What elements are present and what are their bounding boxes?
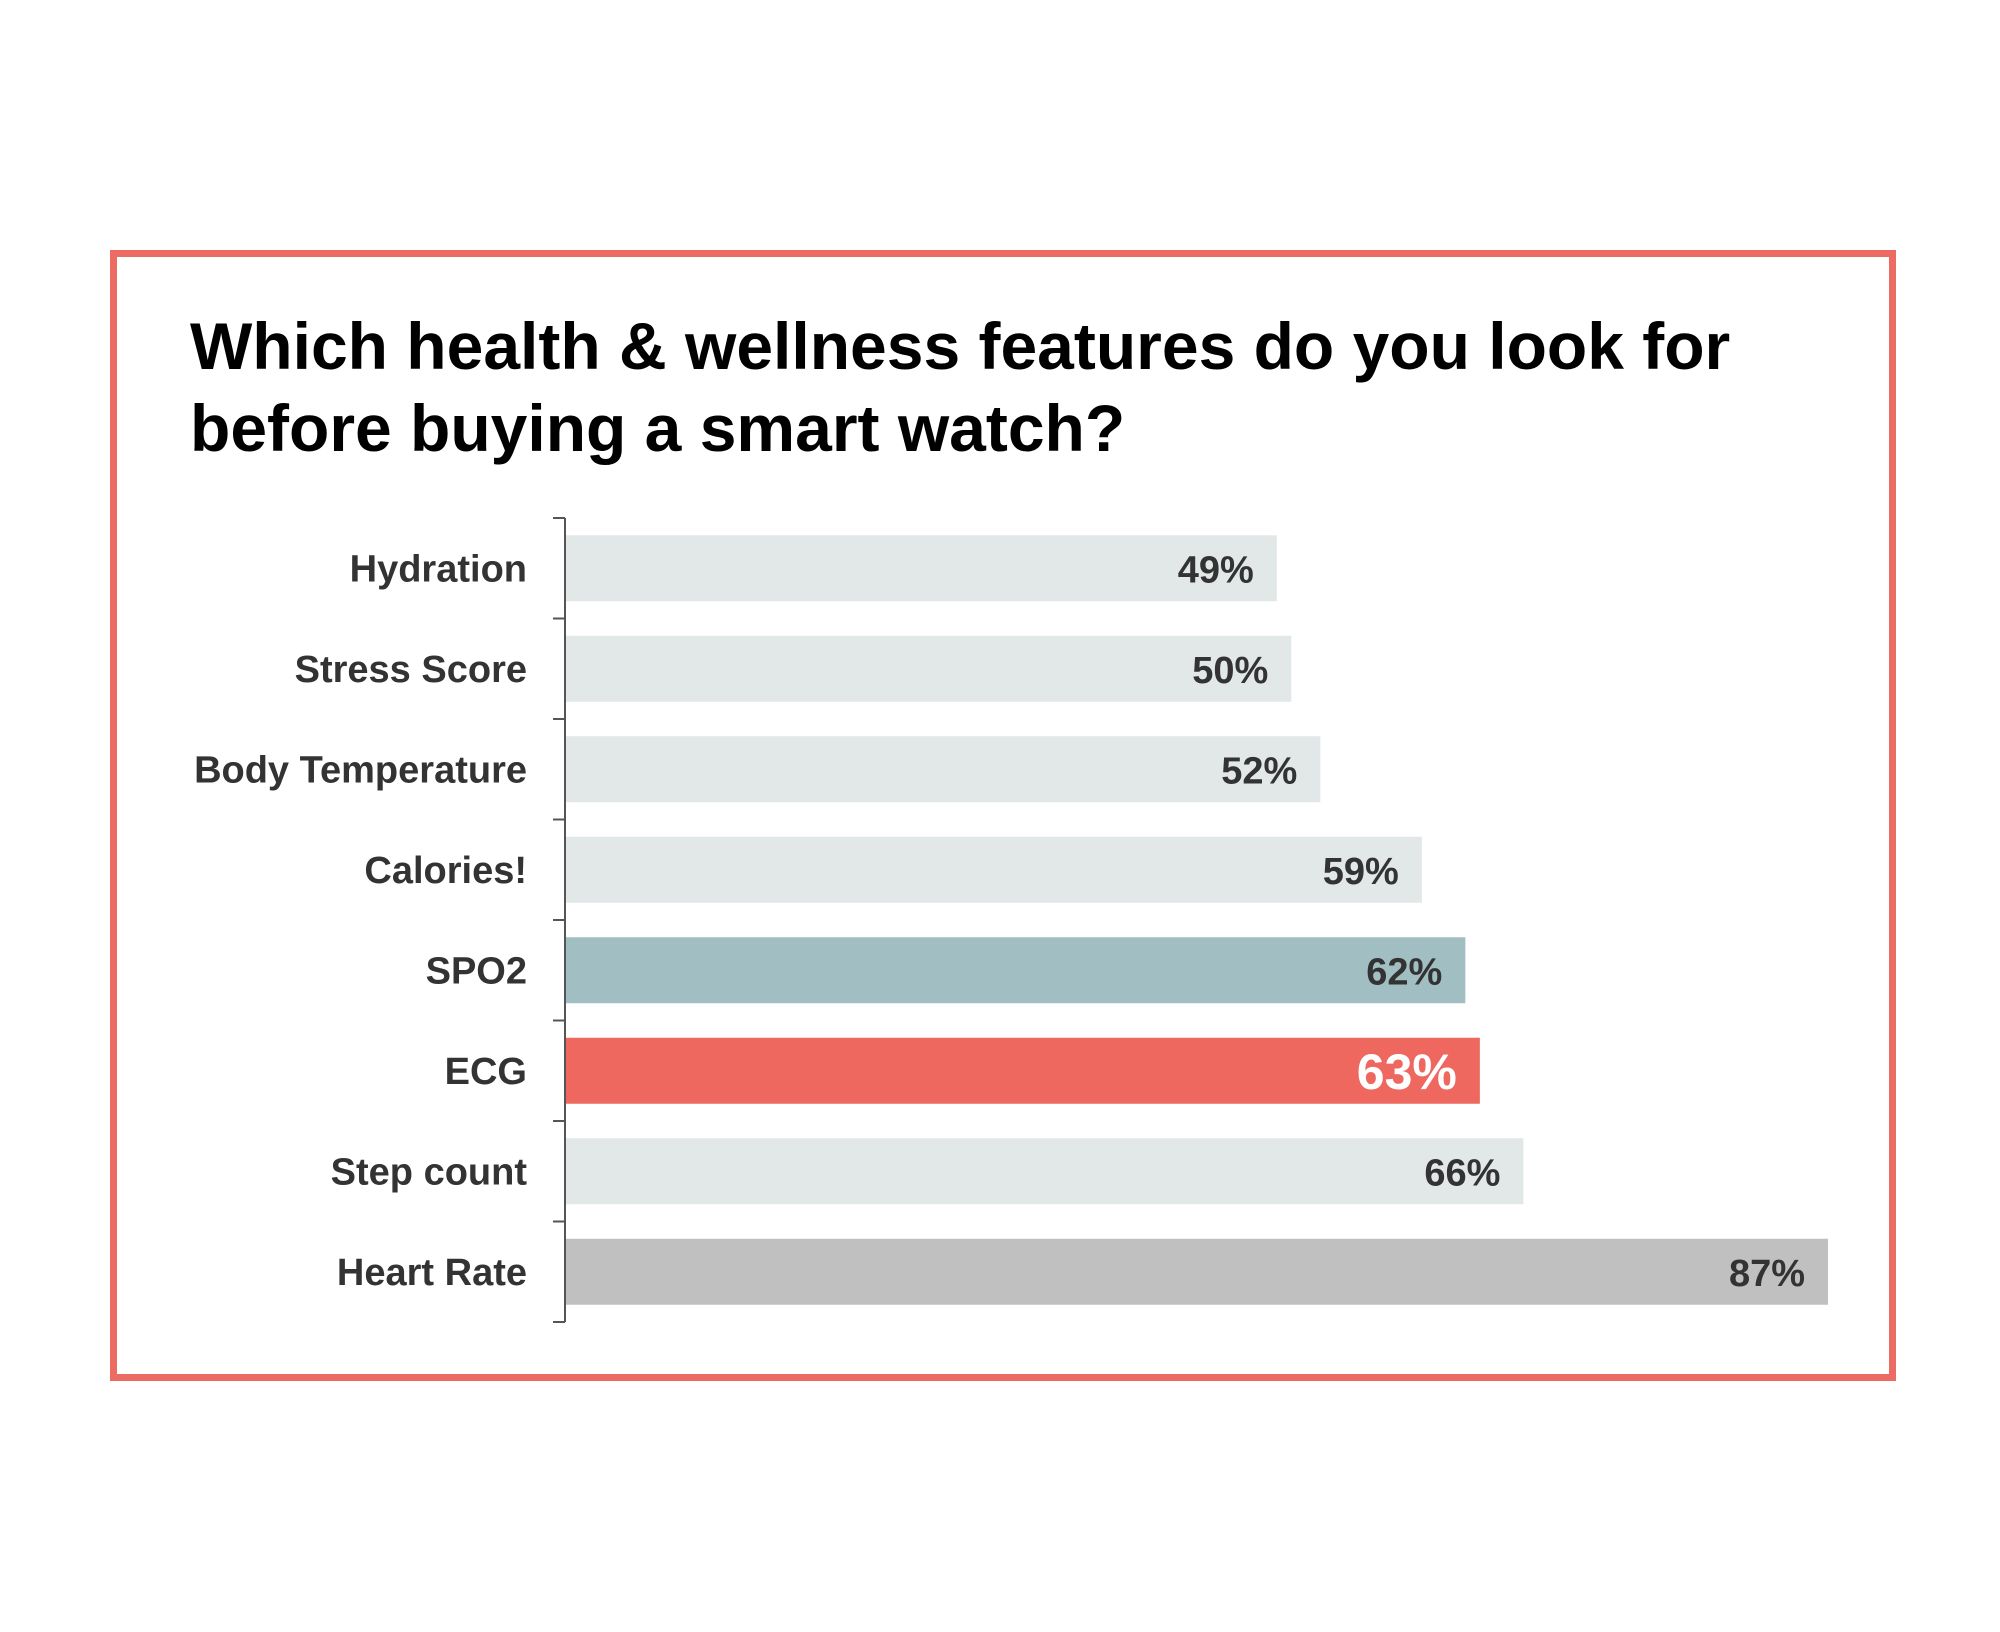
bar-hydration	[566, 535, 1277, 602]
bar-stress-score	[566, 635, 1292, 702]
category-label: SPO2	[426, 950, 527, 992]
category-label: Body Temperature	[194, 749, 527, 791]
category-label: Calories!	[364, 850, 527, 892]
bar-step-count	[566, 1138, 1524, 1205]
category-label: ECG	[445, 1051, 527, 1093]
bar-calories	[566, 836, 1422, 903]
data-label: 59%	[1323, 851, 1399, 893]
bar-ecg	[566, 1037, 1480, 1104]
category-label: Stress Score	[295, 649, 527, 691]
y-axis	[553, 517, 566, 1323]
bar-spo2	[566, 937, 1466, 1004]
bar-body-temperature	[566, 736, 1321, 803]
category-label: Step count	[331, 1151, 528, 1193]
data-label: 87%	[1729, 1253, 1805, 1295]
data-labels: 49% 50% 52% 59% 62% 63% 66% 87%	[1178, 549, 1805, 1295]
data-label: 52%	[1221, 750, 1297, 792]
data-label: 66%	[1424, 1152, 1500, 1194]
chart-title: Which health & wellness features do you …	[190, 309, 1731, 465]
bar-series	[566, 535, 1828, 1305]
data-label: 63%	[1357, 1044, 1457, 1100]
data-label: 49%	[1178, 549, 1254, 591]
bar-heart-rate	[566, 1238, 1828, 1305]
data-label: 62%	[1366, 951, 1442, 993]
data-label: 50%	[1192, 650, 1268, 692]
category-labels: Hydration Stress Score Body Temperature Cal…	[194, 548, 527, 1294]
category-label: Hydration	[350, 548, 527, 590]
category-label: Heart Rate	[337, 1252, 527, 1294]
